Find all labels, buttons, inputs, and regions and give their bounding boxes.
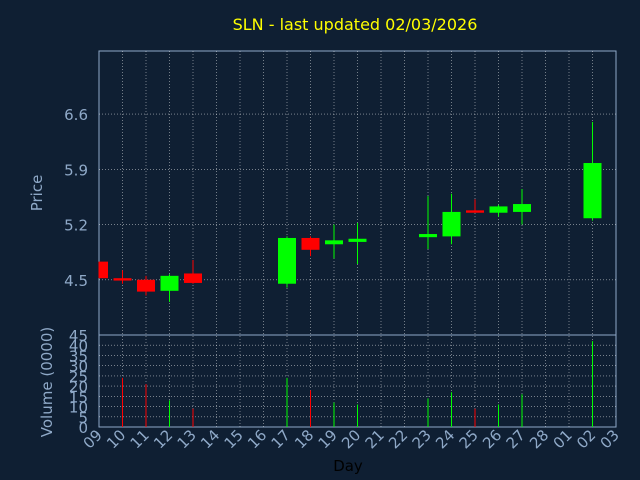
- price-tick-label: 5.2: [64, 217, 88, 235]
- candle-body: [583, 163, 602, 219]
- candle-body: [160, 275, 179, 291]
- x-tick-label: 12: [150, 426, 176, 452]
- volume-tick-label: 5: [78, 409, 88, 427]
- volume-tick-label: 15: [69, 388, 88, 406]
- candle-body: [184, 273, 202, 283]
- x-tick-label: 10: [103, 426, 129, 452]
- volume-tick-label: 45: [69, 327, 88, 345]
- x-tick-label: 22: [385, 426, 411, 452]
- volume-tick-label: 30: [69, 358, 88, 376]
- x-tick-label: 23: [409, 426, 435, 452]
- candles: [98, 122, 602, 302]
- x-tick-label: 24: [432, 426, 458, 452]
- candle-body: [419, 234, 437, 238]
- volume-tick-label: 20: [69, 378, 88, 396]
- price-tick-label: 4.5: [64, 272, 88, 290]
- candle-body: [348, 238, 367, 242]
- volume-tick-label: 40: [69, 337, 88, 355]
- candle-body: [489, 206, 508, 213]
- candle-body: [137, 279, 155, 292]
- candle-body: [99, 261, 108, 279]
- x-tick-label: 27: [503, 426, 529, 452]
- x-tick-label: 25: [456, 426, 482, 452]
- volume-tick-label: 10: [69, 399, 88, 417]
- x-tick-label: 19: [315, 426, 341, 452]
- candle-body: [113, 278, 132, 281]
- x-tick-label: 20: [338, 426, 364, 452]
- volume-tick-label: 0: [78, 419, 88, 437]
- volume-tick-label: 25: [69, 368, 88, 386]
- x-tick-label: 18: [291, 426, 317, 452]
- candle-body: [442, 211, 461, 237]
- x-tick-label: 13: [174, 426, 200, 452]
- x-tick-label: 14: [197, 426, 223, 452]
- x-axis-label: Day: [333, 457, 363, 475]
- candle-body: [513, 204, 531, 212]
- x-tick-label: 01: [550, 426, 576, 452]
- x-tick-label: 11: [127, 426, 153, 452]
- candle-body: [466, 210, 484, 213]
- x-tick-label: 16: [244, 426, 270, 452]
- volume-tick-label: 35: [69, 347, 88, 365]
- x-tick-label: 03: [597, 426, 623, 452]
- x-tick-label: 15: [221, 426, 247, 452]
- x-tick-label: 28: [526, 426, 552, 452]
- price-tick-label: 5.9: [64, 161, 88, 179]
- price-axis: 4.5 5.2 5.9 6.6: [64, 106, 88, 290]
- x-tick-label: 26: [479, 426, 505, 452]
- volume-axis-label: Volume (0000): [38, 327, 56, 437]
- price-tick-label: 6.6: [64, 106, 88, 124]
- x-tick-label: 02: [573, 426, 599, 452]
- price-axis-label: Price: [28, 175, 46, 212]
- x-tick-label: 21: [362, 426, 388, 452]
- candle-body: [278, 237, 296, 284]
- chart-title: SLN - last updated 02/03/2026: [233, 15, 478, 34]
- volume-bars: [122, 341, 593, 427]
- candle-body: [301, 237, 320, 250]
- candle-body: [325, 240, 343, 245]
- x-axis: 0910111213141516171819202122232425262728…: [80, 426, 623, 452]
- x-tick-label: 17: [268, 426, 294, 452]
